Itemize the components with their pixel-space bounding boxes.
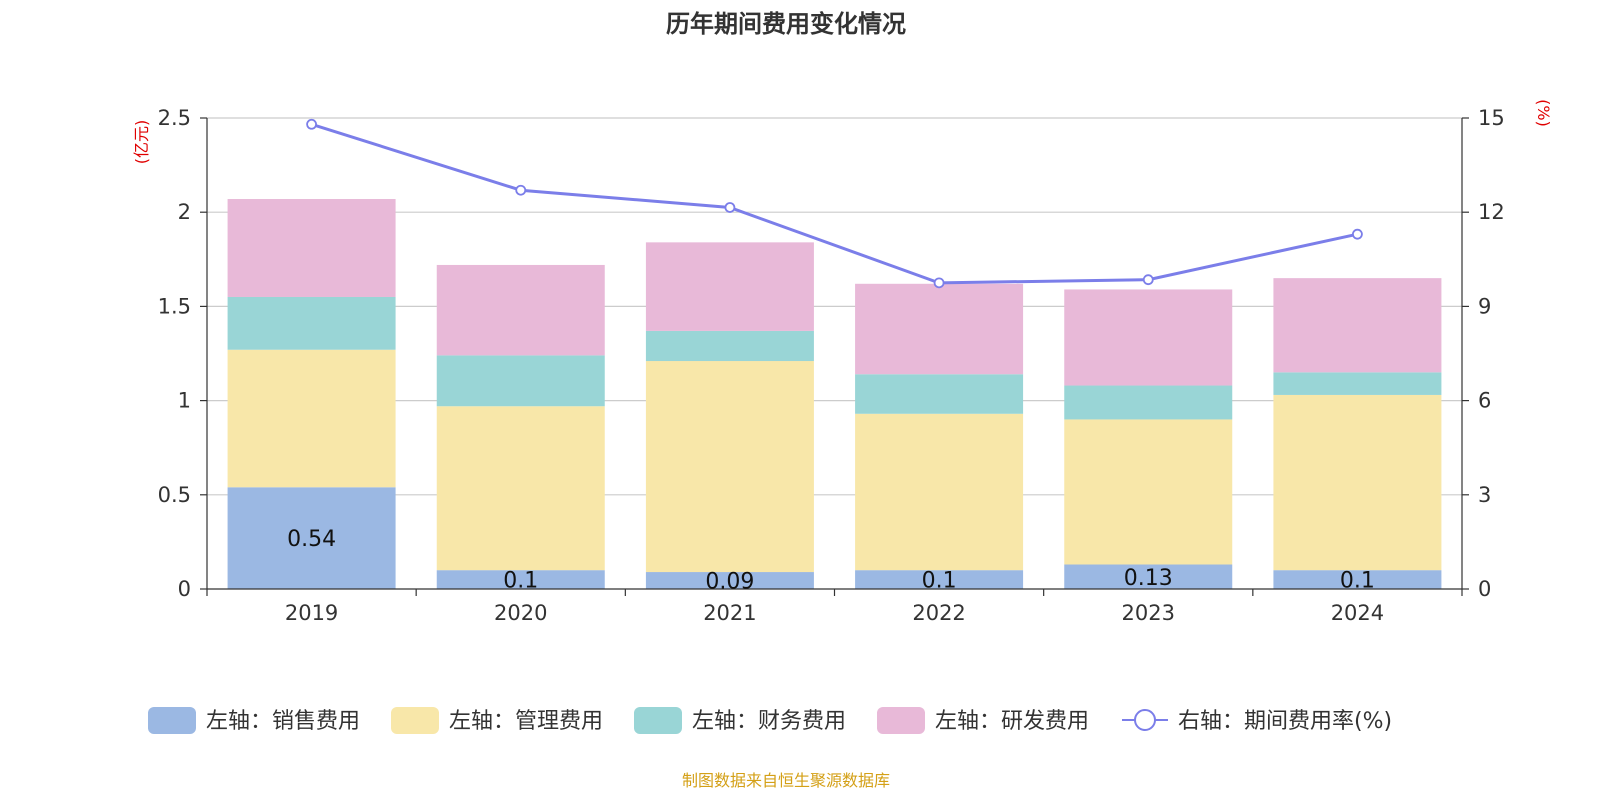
- bar-data-label: 0.1: [922, 569, 957, 594]
- bar-segment-3: [1064, 385, 1233, 420]
- legend-label[interactable]: 右轴：期间费用率(%): [1178, 709, 1392, 734]
- y-left-tick-label: 1: [178, 389, 191, 413]
- bar-segment-1: [1064, 564, 1233, 589]
- bar-data-label: 0.54: [287, 527, 336, 552]
- x-tick-label: 2020: [494, 601, 547, 625]
- legend-swatch[interactable]: [391, 707, 439, 734]
- bar-data-label: 0.13: [1124, 566, 1173, 591]
- bar-segment-1: [1273, 570, 1442, 589]
- chart-title: 历年期间费用变化情况: [666, 10, 906, 38]
- bar-segment-4: [436, 264, 605, 356]
- bar-data-label: 0.1: [1340, 569, 1375, 594]
- rate-point: [306, 118, 317, 130]
- bar-data-label: 0.1: [503, 569, 538, 594]
- bar-segment-3: [227, 296, 396, 350]
- axes: 0 0.5 1 1.5 2 2.5 0 3 6 9 12 15 (亿元) (%) 2019 2020 2021 2…: [132, 99, 1553, 625]
- legend-label[interactable]: 左轴：财务费用: [692, 709, 846, 734]
- legend-swatch[interactable]: [877, 707, 925, 734]
- bar-data-label: 0.09: [705, 570, 754, 595]
- expense-rate-line: [306, 118, 1363, 289]
- rate-point: [933, 277, 945, 289]
- bar-segment-3: [855, 374, 1024, 414]
- y-left-unit-label: (亿元): [132, 120, 151, 165]
- x-tick-label: 2022: [912, 601, 965, 625]
- legend-label[interactable]: 左轴：管理费用: [449, 709, 603, 734]
- legend-marker[interactable]: [1134, 709, 1156, 731]
- bar-segment-4: [1064, 289, 1233, 386]
- bar-segment-1: [855, 570, 1024, 589]
- x-tick-label: 2019: [285, 601, 338, 625]
- y-right-tick-label: 15: [1478, 106, 1505, 130]
- legend-label[interactable]: 左轴：研发费用: [935, 709, 1089, 734]
- y-right-tick-label: 3: [1478, 483, 1491, 507]
- bar-segment-2: [436, 406, 605, 571]
- source-note: 制图数据来自恒生聚源数据库: [682, 771, 890, 790]
- y-right-tick-label: 0: [1478, 577, 1491, 601]
- bars: [227, 199, 1442, 589]
- y-left-tick-label: 1.5: [158, 294, 191, 318]
- y-left-tick-label: 2.5: [158, 106, 191, 130]
- bar-segment-1: [436, 570, 605, 589]
- y-left-tick-label: 0: [178, 577, 191, 601]
- y-left-tick-label: 0.5: [158, 483, 191, 507]
- y-right-tick-label: 9: [1478, 294, 1491, 318]
- y-right-tick-label: 12: [1478, 200, 1505, 224]
- x-tick-label: 2023: [1122, 601, 1175, 625]
- bar-segment-2: [855, 413, 1024, 571]
- bar-segment-1: [645, 572, 814, 589]
- rate-point: [515, 184, 527, 196]
- x-tick-label: 2024: [1331, 601, 1384, 625]
- legend: 左轴：销售费用 左轴：管理费用 左轴：财务费用 左轴：研发费用 右轴：期间费用率(%): [148, 707, 1392, 734]
- rate-line: [311, 122, 1358, 285]
- bar-segment-3: [645, 330, 814, 362]
- data-labels: 0.54 0.1 0.09 0.1 0.13 0.1: [287, 527, 1375, 594]
- legend-swatch[interactable]: [148, 707, 196, 734]
- bar-segment-3: [436, 355, 605, 407]
- legend-swatch[interactable]: [634, 707, 682, 734]
- bar-segment-4: [227, 199, 396, 297]
- x-tick-label: 2021: [703, 601, 756, 625]
- bar-segment-2: [227, 349, 396, 488]
- bar-segment-2: [645, 361, 814, 573]
- grid-lines: [207, 117, 1462, 496]
- legend-label[interactable]: 左轴：销售费用: [206, 709, 360, 734]
- bar-segment-4: [645, 242, 814, 331]
- bar-segment-4: [855, 283, 1024, 375]
- rate-point: [724, 202, 736, 213]
- rate-point: [1142, 274, 1154, 286]
- bar-segment-2: [1273, 394, 1442, 571]
- bar-segment-2: [1064, 419, 1233, 565]
- rate-point: [1352, 228, 1363, 240]
- y-left-tick-label: 2: [178, 200, 191, 224]
- bar-segment-1: [227, 487, 396, 589]
- bar-segment-4: [1273, 278, 1442, 373]
- y-right-tick-label: 6: [1478, 389, 1491, 413]
- y-right-unit-label: (%): [1534, 99, 1553, 127]
- bar-segment-3: [1273, 372, 1442, 395]
